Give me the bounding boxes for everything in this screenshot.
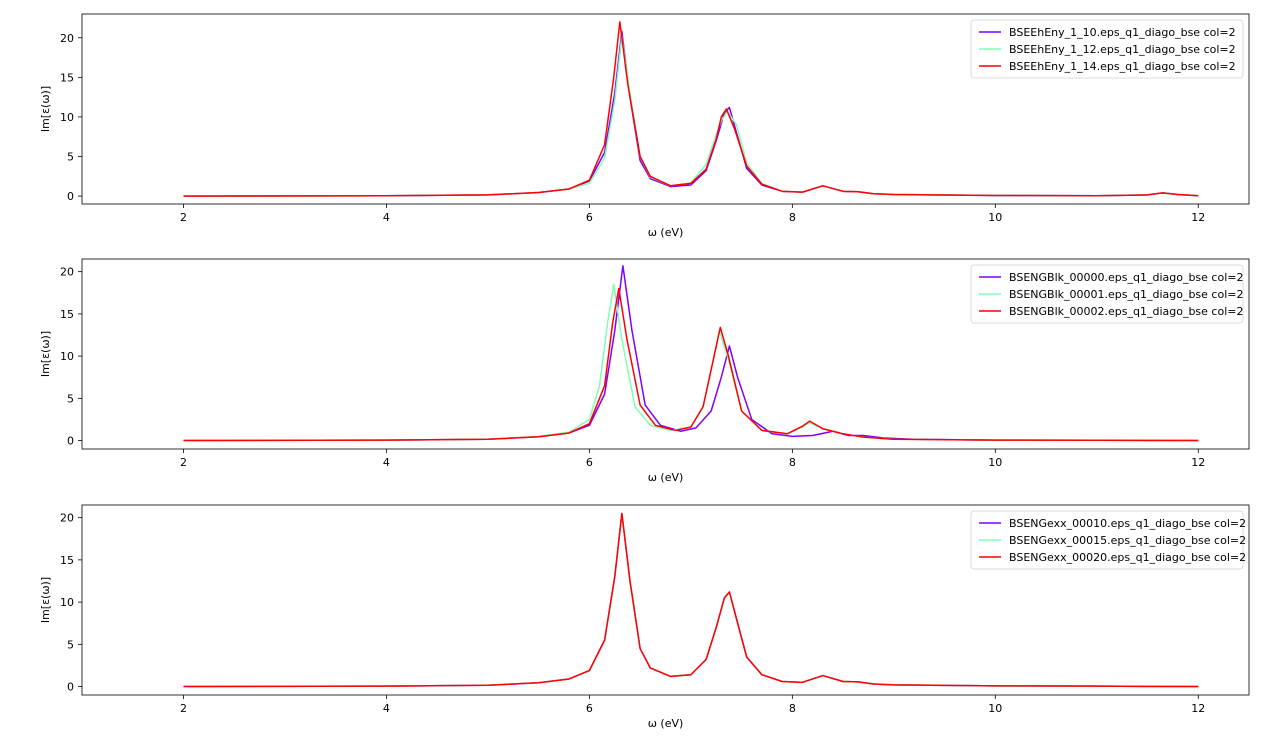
chart-2-y-axis-label: Im[ε(ω)] — [39, 331, 52, 377]
chart-3-x-tick-label: 4 — [383, 702, 390, 715]
chart-2-legend-label-3: BSENGBlk_00002.eps_q1_diago_bse col=2 — [1009, 305, 1243, 318]
chart-1-x-tick-label: 12 — [1191, 211, 1205, 224]
chart-1-x-tick-label: 2 — [180, 211, 187, 224]
chart-2-legend-box — [970, 264, 1244, 324]
chart-2-x-tick-label: 6 — [586, 456, 593, 469]
chart-1-legend-label-3: BSEEhEny_1_14.eps_q1_diago_bse col=2 — [1009, 60, 1236, 73]
chart-1-y-tick-label: 5 — [67, 151, 74, 164]
chart-2-y-tick-label: 15 — [60, 308, 74, 321]
chart-2-x-tick-label: 8 — [789, 456, 796, 469]
chart-3-y-tick-label: 0 — [67, 681, 74, 694]
chart-2-y-tick-label: 10 — [60, 350, 74, 363]
chart-1-y-axis-label: Im[ε(ω)] — [39, 86, 52, 132]
chart-1-legend-label-2: BSEEhEny_1_12.eps_q1_diago_bse col=2 — [1009, 43, 1236, 56]
chart-1-x-tick-label: 10 — [988, 211, 1002, 224]
chart-1-x-tick-label: 8 — [789, 211, 796, 224]
chart-3-x-axis-label: ω (eV) — [648, 717, 684, 730]
chart-2-series-line-1 — [183, 265, 1199, 442]
chart-1-y-tick-label: 10 — [60, 111, 74, 124]
chart-3-y-tick-label: 10 — [60, 596, 74, 609]
chart-3-x-tick-label: 10 — [988, 702, 1002, 715]
chart-3-y-tick-label: 5 — [67, 638, 74, 651]
chart-1-legend-box — [970, 19, 1244, 79]
chart-2-x-tick-label: 12 — [1191, 456, 1205, 469]
chart-1-y-tick-label: 0 — [67, 190, 74, 203]
chart-2-legend-label-1: BSENGBlk_00000.eps_q1_diago_bse col=2 — [1009, 271, 1243, 284]
chart-1-x-tick-label: 4 — [383, 211, 390, 224]
chart-3-y-tick-label: 15 — [60, 554, 74, 567]
chart-1-axes-frame — [81, 13, 1250, 205]
chart-3-x-tick-label: 12 — [1191, 702, 1205, 715]
chart-2-x-tick-label: 4 — [383, 456, 390, 469]
chart-3-legend-label-2: BSENGexx_00015.eps_q1_diago_bse col=2 — [1009, 534, 1246, 547]
chart-2-legend-label-2: BSENGBlk_00001.eps_q1_diago_bse col=2 — [1009, 288, 1243, 301]
chart-3-y-axis-label: Im[ε(ω)] — [39, 577, 52, 623]
chart-1-y-tick-label: 15 — [60, 71, 74, 84]
chart-panel-3: 2 4 6 8 10 12 0 5 10 15 20 ω (eV) Im[ε(ω)] BSENGexx_0… — [39, 504, 1250, 730]
chart-3-y-tick-label: 20 — [60, 512, 74, 525]
chart-2-series-line-3 — [183, 287, 1199, 442]
chart-panel-1: 2 4 6 8 10 12 0 5 10 15 20 ω (eV) Im[ε(ω)] BSEEhEny_1… — [39, 13, 1250, 239]
chart-1-x-tick-label: 6 — [586, 211, 593, 224]
chart-2-y-tick-label: 20 — [60, 266, 74, 279]
chart-1-y-tick-label: 20 — [60, 32, 74, 45]
chart-1-x-axis-label: ω (eV) — [648, 226, 684, 239]
chart-3-legend-box — [970, 510, 1244, 570]
chart-2-axes-frame — [81, 258, 1250, 450]
chart-3-series-line-3 — [183, 512, 1199, 688]
chart-1-series-line-3 — [183, 21, 1199, 197]
chart-1-legend-label-1: BSEEhEny_1_10.eps_q1_diago_bse col=2 — [1009, 26, 1236, 39]
chart-2-x-axis-label: ω (eV) — [648, 471, 684, 484]
chart-2-y-tick-label: 5 — [67, 392, 74, 405]
chart-2-x-tick-label: 2 — [180, 456, 187, 469]
chart-3-axes-frame — [81, 504, 1250, 696]
chart-3-legend-label-3: BSENGexx_00020.eps_q1_diago_bse col=2 — [1009, 551, 1246, 564]
chart-3-x-tick-label: 6 — [586, 702, 593, 715]
chart-panel-2: 2 4 6 8 10 12 0 5 10 15 20 ω (eV) Im[ε(ω)] BSENGBlk_0… — [39, 258, 1250, 484]
chart-2-x-tick-label: 10 — [988, 456, 1002, 469]
chart-3-x-tick-label: 8 — [789, 702, 796, 715]
chart-2-y-tick-label: 0 — [67, 435, 74, 448]
chart-3-legend-label-1: BSENGexx_00010.eps_q1_diago_bse col=2 — [1009, 517, 1246, 530]
chart-3-x-tick-label: 2 — [180, 702, 187, 715]
